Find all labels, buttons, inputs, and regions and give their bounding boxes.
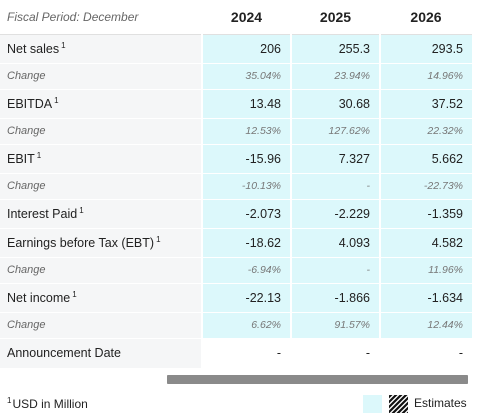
horizontal-scrollbar-thumb[interactable] bbox=[167, 375, 468, 384]
row-label: Change bbox=[0, 173, 202, 200]
cell-value: -1.634 bbox=[379, 283, 472, 313]
cell-value: -1.866 bbox=[290, 283, 380, 313]
footnote-ref: 1 bbox=[36, 151, 42, 160]
cell-value: - bbox=[379, 338, 472, 369]
cell-value: 4.093 bbox=[290, 228, 380, 258]
row-label: Change bbox=[0, 63, 202, 90]
cell-value: 255.3 bbox=[290, 34, 380, 64]
table-row-net-income-change: Change 6.62% 91.57% 12.44% bbox=[0, 312, 472, 339]
row-label-text: EBITDA bbox=[7, 97, 53, 111]
row-label-text: Earnings before Tax (EBT) bbox=[7, 236, 155, 250]
cell-value: -10.13% bbox=[201, 173, 291, 200]
cell-value: -18.62 bbox=[201, 228, 291, 258]
cell-value: 127.62% bbox=[290, 118, 380, 145]
row-label: Change bbox=[0, 118, 202, 145]
table-row-announcement-date: Announcement Date - - - bbox=[0, 338, 472, 369]
footnote-ref: 1 bbox=[72, 290, 77, 299]
cell-value: 12.44% bbox=[379, 312, 472, 339]
footnote-ref: 1 bbox=[61, 41, 66, 50]
table-header-row: Fiscal Period: December 2024 2025 2026 bbox=[0, 0, 472, 35]
estimates-legend-label: Estimates bbox=[414, 396, 467, 410]
cell-value: - bbox=[201, 338, 291, 369]
row-label: Change bbox=[0, 257, 202, 284]
cell-value: 7.327 bbox=[290, 144, 380, 174]
hatch-pattern-icon bbox=[389, 395, 408, 413]
table-row-interest-paid: Interest Paid 1 -2.073 -2.229 -1.359 bbox=[0, 199, 472, 229]
table-row-ebt-change: Change -6.94% - 11.96% bbox=[0, 257, 472, 284]
row-label: Announcement Date bbox=[0, 338, 202, 369]
units-footnote: 1USD in Million bbox=[7, 396, 88, 411]
table-row-ebitda-change: Change 12.53% 127.62% 22.32% bbox=[0, 118, 472, 145]
cell-value: 206 bbox=[201, 34, 291, 64]
cell-value: 22.32% bbox=[379, 118, 472, 145]
cell-value: - bbox=[290, 173, 380, 200]
table-row-ebitda: EBITDA 1 13.48 30.68 37.52 bbox=[0, 89, 472, 119]
cell-value: -1.359 bbox=[379, 199, 472, 229]
row-label: EBITDA 1 bbox=[0, 89, 202, 119]
cell-value: 35.04% bbox=[201, 63, 291, 90]
footnote-ref: 1 bbox=[79, 206, 84, 215]
cell-value: 23.94% bbox=[290, 63, 380, 90]
cell-value: -22.13 bbox=[201, 283, 291, 313]
footnote-ref: 1 bbox=[54, 96, 59, 105]
table-row-ebt: Earnings before Tax (EBT) 1 -18.62 4.093 … bbox=[0, 228, 472, 258]
row-label: Interest Paid 1 bbox=[0, 199, 202, 229]
table-row-ebit: EBIT 1 -15.96 7.327 5.662 bbox=[0, 144, 472, 174]
row-label: Net sales 1 bbox=[0, 34, 202, 64]
row-label: EBIT 1 bbox=[0, 144, 202, 174]
fiscal-period-label: Fiscal Period: December bbox=[0, 0, 202, 35]
cell-value: - bbox=[290, 257, 380, 284]
year-header-2026: 2026 bbox=[380, 0, 472, 35]
cell-value: 12.53% bbox=[201, 118, 291, 145]
cell-value: 5.662 bbox=[379, 144, 472, 174]
cell-value: -15.96 bbox=[201, 144, 291, 174]
cell-value: 37.52 bbox=[379, 89, 472, 119]
year-header-2024: 2024 bbox=[202, 0, 291, 35]
row-label: Earnings before Tax (EBT) 1 bbox=[0, 228, 202, 258]
cell-value: 4.582 bbox=[379, 228, 472, 258]
year-header-2025: 2025 bbox=[291, 0, 380, 35]
row-label: Change bbox=[0, 312, 202, 339]
footnote-ref: 1 bbox=[156, 235, 161, 244]
table-row-ebit-change: Change -10.13% - -22.73% bbox=[0, 173, 472, 200]
table-row-net-sales-change: Change 35.04% 23.94% 14.96% bbox=[0, 63, 472, 90]
estimates-legend-swatch bbox=[363, 395, 382, 413]
row-label-text: Interest Paid bbox=[7, 207, 78, 221]
row-label-text: EBIT bbox=[7, 152, 35, 166]
cell-value: 6.62% bbox=[201, 312, 291, 339]
cell-value: - bbox=[290, 338, 380, 369]
row-label: Net income 1 bbox=[0, 283, 202, 313]
cell-value: 91.57% bbox=[290, 312, 380, 339]
cell-value: 30.68 bbox=[290, 89, 380, 119]
row-label-text: Net sales bbox=[7, 42, 60, 56]
row-label-text: Net income bbox=[7, 291, 71, 305]
cell-value: 11.96% bbox=[379, 257, 472, 284]
table-row-net-sales: Net sales 1 206 255.3 293.5 bbox=[0, 34, 472, 64]
cell-value: 14.96% bbox=[379, 63, 472, 90]
cell-value: -2.073 bbox=[201, 199, 291, 229]
cell-value: -22.73% bbox=[379, 173, 472, 200]
financials-table: Fiscal Period: December 2024 2025 2026 N… bbox=[0, 0, 472, 369]
table-row-net-income: Net income 1 -22.13 -1.866 -1.634 bbox=[0, 283, 472, 313]
footnote-text: USD in Million bbox=[12, 397, 88, 411]
footnote-marker: 1 bbox=[7, 396, 12, 405]
cell-value: -6.94% bbox=[201, 257, 291, 284]
cell-value: 13.48 bbox=[201, 89, 291, 119]
cell-value: 293.5 bbox=[379, 34, 472, 64]
cell-value: -2.229 bbox=[290, 199, 380, 229]
